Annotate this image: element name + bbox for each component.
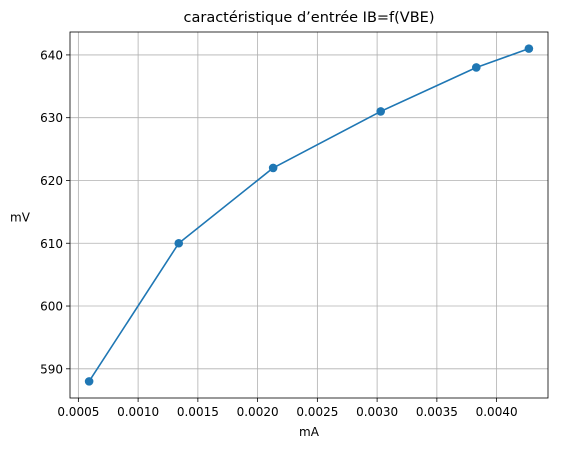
- y-tick-label: 590: [40, 362, 63, 376]
- plot-frame: [69, 31, 549, 399]
- data-point: [268, 163, 278, 173]
- x-tick-label: 0.0015: [177, 405, 219, 419]
- y-tick-label: 630: [40, 111, 63, 125]
- data-point: [472, 63, 481, 72]
- y-tick-label: 640: [40, 48, 63, 62]
- data-point: [84, 377, 94, 386]
- data-point: [524, 44, 534, 53]
- x-tick-label: 0.0010: [117, 405, 159, 419]
- x-tick-label: 0.0005: [57, 405, 99, 419]
- y-axis-label: mV: [10, 210, 31, 224]
- x-axis-label: mA: [299, 425, 320, 439]
- x-tick-label: 0.0040: [476, 405, 518, 419]
- x-tick-label: 0.0030: [356, 405, 398, 419]
- x-tick-label: 0.0035: [416, 405, 458, 419]
- grid: [70, 32, 548, 398]
- axis-ticks: 0.0005 0.0010 0.0015 0.0020 0.0025 0.0030 0.00…: [40, 48, 518, 419]
- y-tick-label: 610: [40, 237, 63, 251]
- data-point: [174, 238, 184, 248]
- data-point: [376, 107, 386, 116]
- series: [84, 44, 534, 386]
- x-tick-label: 0.0025: [296, 405, 338, 419]
- x-tick-label: 0.0020: [237, 405, 279, 419]
- y-tick-label: 600: [40, 300, 63, 314]
- series-line: [88, 47, 530, 382]
- chart-title: caractéristique d’entrée IB=f(VBE): [184, 10, 435, 26]
- y-tick-label: 620: [40, 174, 63, 188]
